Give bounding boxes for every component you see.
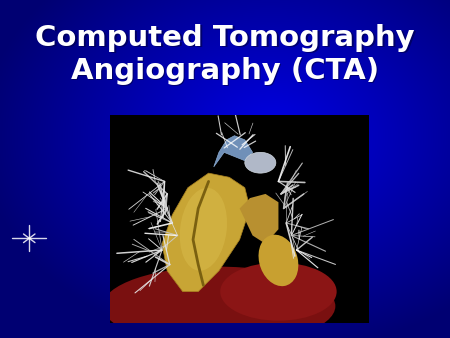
Polygon shape [162, 173, 250, 292]
Text: Computed Tomography
Angiography (CTA): Computed Tomography Angiography (CTA) [35, 24, 415, 85]
Polygon shape [214, 136, 252, 167]
Text: Computed Tomography
Angiography (CTA): Computed Tomography Angiography (CTA) [36, 25, 416, 86]
Polygon shape [239, 194, 279, 244]
Ellipse shape [103, 267, 335, 338]
Ellipse shape [180, 188, 227, 271]
Ellipse shape [258, 235, 298, 286]
Ellipse shape [220, 263, 337, 321]
Ellipse shape [245, 152, 276, 173]
